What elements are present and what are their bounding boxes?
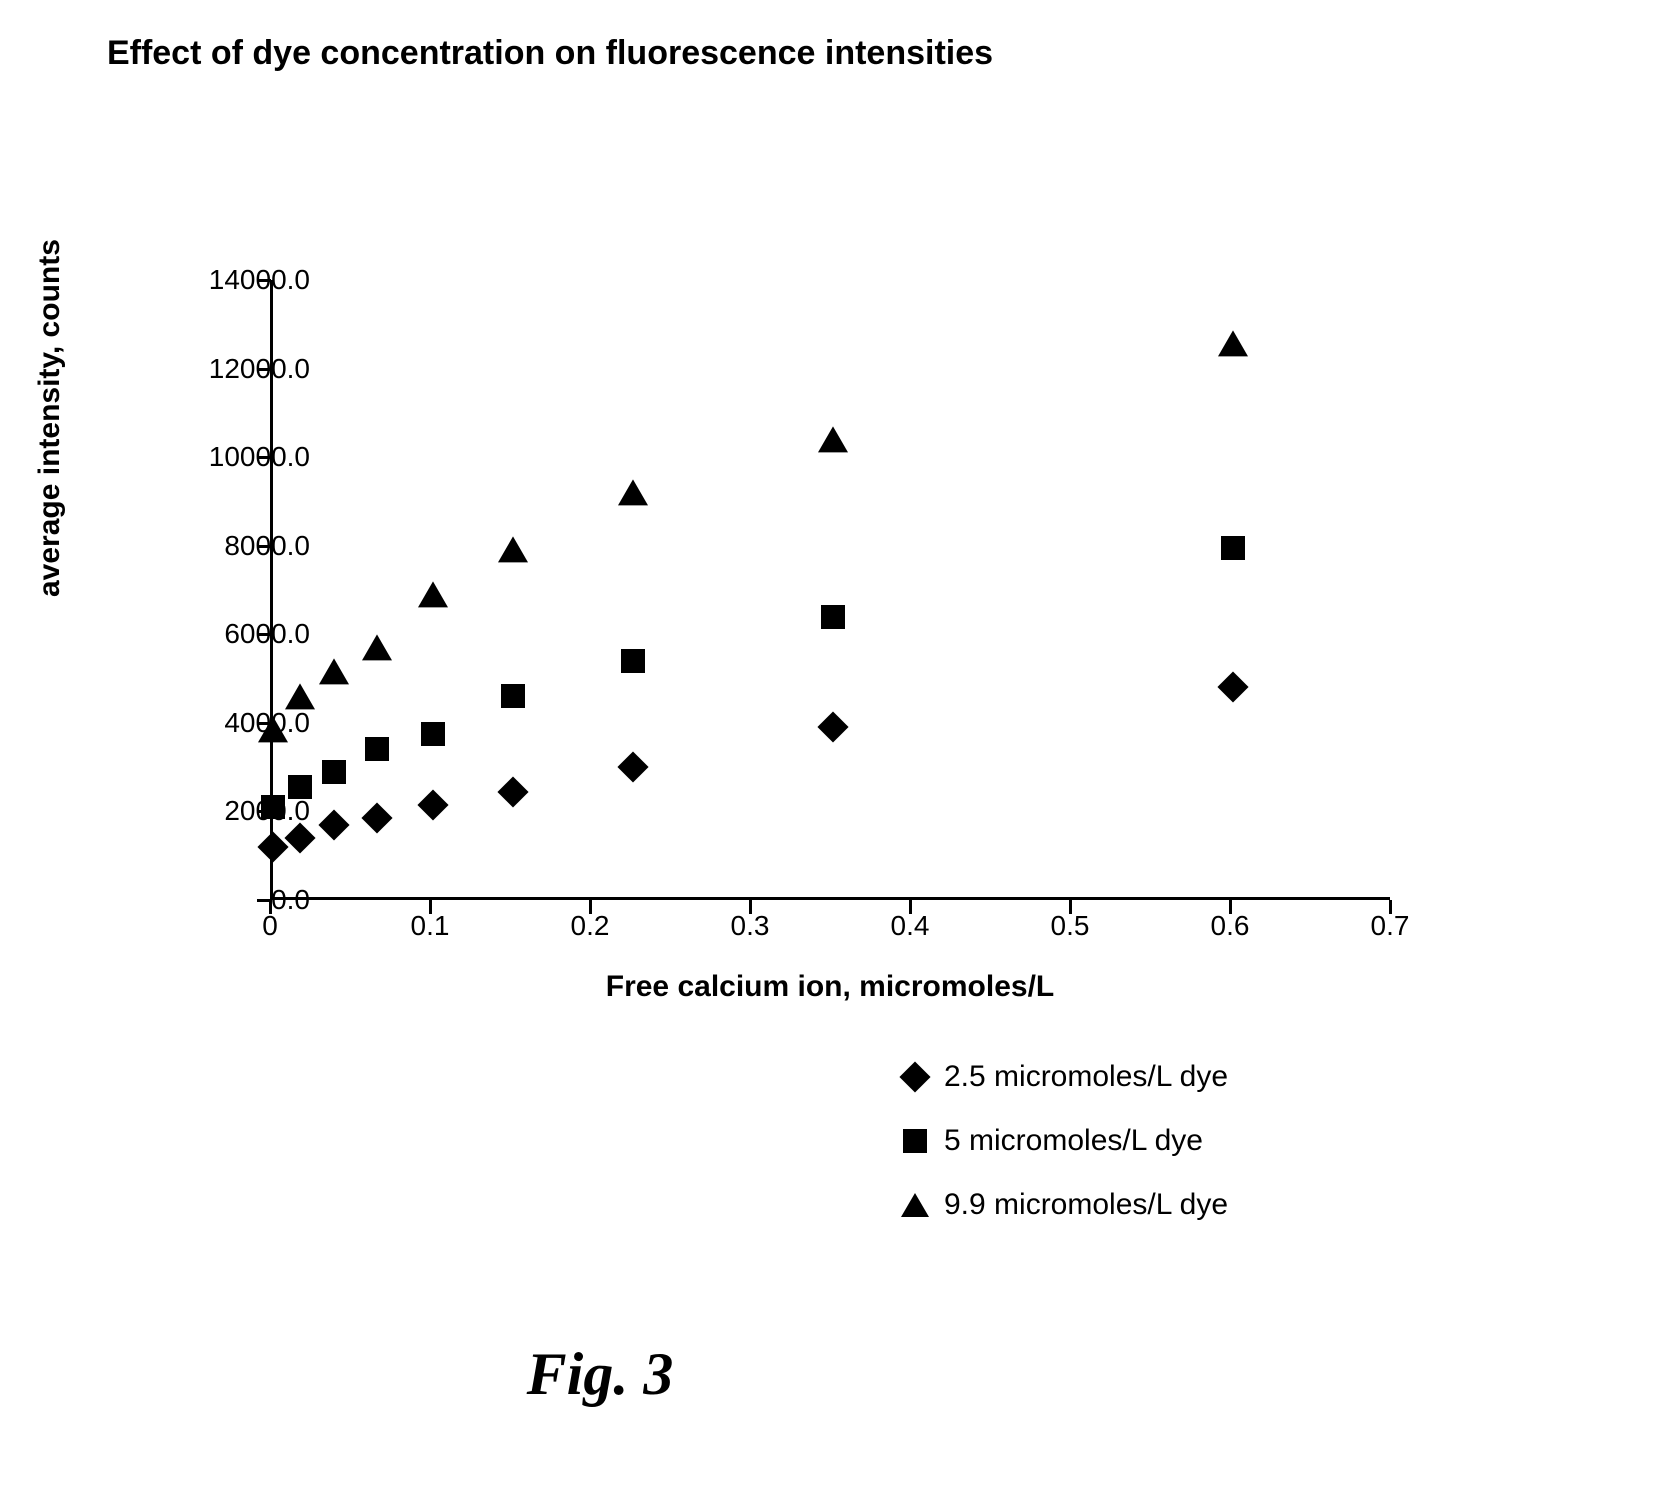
triangle-icon	[362, 634, 392, 660]
y-tick-label: 10000.0	[150, 441, 310, 473]
x-tick-mark	[1389, 900, 1392, 914]
diamond-icon	[617, 752, 648, 783]
legend-label: 5 micromoles/L dye	[944, 1124, 1203, 1158]
diamond-icon	[497, 776, 528, 807]
x-axis-label: Free calcium ion, micromoles/L	[270, 970, 1390, 1004]
y-axis-label: average intensity, counts	[33, 239, 67, 597]
x-tick-label: 0.2	[550, 910, 630, 942]
x-tick-mark	[1069, 900, 1072, 914]
x-tick-mark	[269, 900, 272, 914]
x-tick-mark	[429, 900, 432, 914]
chart-title: Effect of dye concentration on fluoresce…	[0, 30, 1100, 78]
x-tick-mark	[909, 900, 912, 914]
square-icon	[621, 649, 645, 673]
legend-item: 5 micromoles/L dye	[900, 1124, 1228, 1158]
triangle-icon	[319, 659, 349, 685]
legend-item: 9.9 micromoles/L dye	[900, 1188, 1228, 1222]
x-tick-label: 0.1	[390, 910, 470, 942]
figure-label: Fig. 3	[0, 1340, 1200, 1409]
square-icon	[1221, 536, 1245, 560]
diamond-icon	[257, 831, 288, 862]
diamond-icon	[817, 712, 848, 743]
legend: 2.5 micromoles/L dye 5 micromoles/L dye …	[900, 1060, 1228, 1252]
square-icon	[421, 722, 445, 746]
legend-label: 9.9 micromoles/L dye	[944, 1188, 1228, 1222]
triangle-icon	[618, 479, 648, 505]
x-tick-label: 0.3	[710, 910, 790, 942]
diamond-icon	[1217, 672, 1248, 703]
legend-label: 2.5 micromoles/L dye	[944, 1060, 1228, 1094]
triangle-icon	[1218, 331, 1248, 357]
x-tick-label: 0	[230, 910, 310, 942]
plot-region	[270, 280, 1390, 900]
x-tick-mark	[1229, 900, 1232, 914]
y-tick-mark	[257, 279, 271, 282]
y-tick-label: 8000.0	[150, 530, 310, 562]
diamond-icon	[318, 809, 349, 840]
legend-item: 2.5 micromoles/L dye	[900, 1060, 1228, 1094]
y-tick-label: 6000.0	[150, 618, 310, 650]
y-tick-mark	[257, 810, 271, 813]
y-tick-mark	[257, 722, 271, 725]
square-icon	[501, 684, 525, 708]
y-tick-label: 14000.0	[150, 264, 310, 296]
square-icon	[903, 1129, 927, 1153]
y-tick-mark	[257, 633, 271, 636]
square-icon	[322, 760, 346, 784]
y-tick-label: 4000.0	[150, 707, 310, 739]
y-tick-label: 2000.0	[150, 795, 310, 827]
triangle-icon	[901, 1193, 929, 1217]
diamond-icon	[361, 803, 392, 834]
x-tick-label: 0.4	[870, 910, 950, 942]
y-tick-mark	[257, 368, 271, 371]
y-tick-label: 12000.0	[150, 353, 310, 385]
square-icon	[821, 605, 845, 629]
triangle-icon	[818, 426, 848, 452]
x-tick-mark	[589, 900, 592, 914]
y-tick-mark	[257, 456, 271, 459]
diamond-icon	[899, 1061, 930, 1092]
chart-area: average intensity, counts 0.02000.04000.…	[90, 260, 1440, 1010]
x-tick-label: 0.7	[1350, 910, 1430, 942]
diamond-icon	[417, 789, 448, 820]
triangle-icon	[498, 537, 528, 563]
square-icon	[365, 737, 389, 761]
x-tick-label: 0.5	[1030, 910, 1110, 942]
x-tick-mark	[749, 900, 752, 914]
x-tick-label: 0.6	[1190, 910, 1270, 942]
y-tick-mark	[257, 545, 271, 548]
triangle-icon	[418, 581, 448, 607]
triangle-icon	[285, 683, 315, 709]
